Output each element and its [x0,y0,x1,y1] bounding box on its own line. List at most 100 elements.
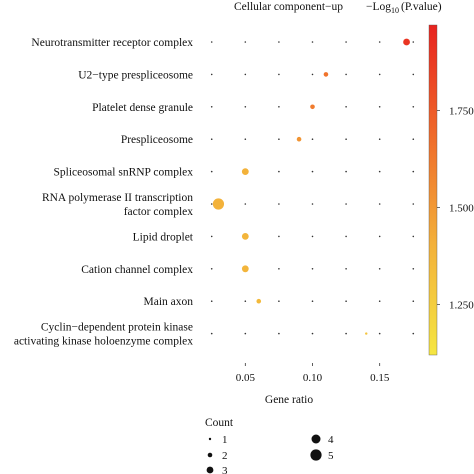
grid-dot [210,268,213,270]
grid-dot [345,203,347,205]
plot-grid [210,41,415,335]
grid-dot [278,268,280,270]
colorbar-title: −Log10 (P.value) [366,1,442,15]
size-legend-label: 5 [328,450,334,462]
grid-dot [412,41,415,43]
y-tick-label: Spliceosomal snRNP complex [54,167,194,179]
grid-dot [345,106,347,108]
colorbar-gradient [428,24,438,356]
grid-dot [210,170,213,173]
colorbar-tick-label: 1.750 [449,105,474,117]
grid-dot [244,106,247,108]
chart-title: Cellular component−up [234,1,343,13]
grid-dot [378,73,381,76]
data-point [403,38,410,46]
data-point [241,265,249,273]
data-point [323,72,329,77]
grid-dot [378,203,381,205]
grid-dot [412,300,415,303]
grid-dot [278,41,280,43]
grid-dot [345,268,347,270]
grid-dot [311,138,314,140]
grid-dot [311,300,314,303]
y-tick-label: Cyclin−dependent protein kinase activatin… [14,322,193,348]
grid-dot [210,41,213,43]
grid-dot [210,138,213,140]
grid-dot [278,170,280,173]
grid-dot [412,268,415,270]
grid-dot [345,138,347,140]
grid-dot [345,332,347,335]
grid-dot [378,138,381,140]
grid-dot [244,203,247,205]
colorbar-title-suffix: (P.value) [401,1,442,13]
grid-dot [210,300,213,303]
grid-dot [244,300,247,303]
grid-dot [311,170,314,173]
data-point [256,298,262,304]
x-tick-label: 0.15 [370,372,390,384]
grid-dot [345,73,347,76]
grid-dot [345,300,347,303]
grid-dot [278,300,280,303]
grid-dot [311,332,314,335]
size-legend-marker [311,434,321,444]
x-axis: 0.05 0.10 0.15 [236,363,390,384]
grid-dot [244,332,247,335]
grid-dot [210,73,213,76]
x-axis-label: Gene ratio [265,394,313,406]
data-points [212,38,410,335]
grid-dot [278,138,280,140]
grid-dot [311,268,314,270]
grid-dot [378,106,381,108]
grid-dot [412,170,415,173]
grid-dot [412,332,415,335]
data-point [241,168,249,176]
y-tick-label: Prespliceosome [121,134,193,146]
y-tick-label: RNA polymerase II transcription factor co… [42,192,193,218]
colorbar-tick-label: 1.250 [449,300,474,312]
grid-dot [278,332,280,335]
grid-dot [311,41,314,43]
colorbar-title-prefix: −Log [366,1,391,13]
size-legend-title: Count [205,417,234,429]
size-legend-marker [206,466,214,474]
y-tick-label: Platelet dense granule [92,102,193,114]
grid-dot [278,235,280,238]
colorbar-tick-label: 1.500 [449,202,474,214]
data-point [212,198,225,210]
grid-dot [278,106,280,108]
grid-dot [244,138,247,140]
grid-dot [412,203,415,205]
grid-dot [345,235,347,238]
grid-dot [244,73,247,76]
size-legend-label: 4 [328,434,334,446]
grid-dot [210,332,213,335]
grid-dot [311,203,314,205]
x-tick-label: 0.10 [303,372,323,384]
size-legend-marker [208,437,212,441]
y-tick-label: Lipid droplet [133,231,194,243]
grid-dot [378,41,381,43]
data-point [296,136,302,142]
grid-dot [210,235,213,238]
y-axis-labels: Neurotransmitter receptor complex U2−type… [14,37,194,348]
grid-dot [278,73,280,76]
y-tick-label: Main axon [143,296,193,308]
grid-dot [210,203,213,205]
grid-dot [378,235,381,238]
grid-dot [412,138,415,140]
grid-dot [311,73,314,76]
size-legend-marker [207,452,213,458]
data-point [365,332,368,335]
grid-dot [412,235,415,238]
grid-dot [210,106,213,108]
y-tick-label: U2−type prespliceosome [78,69,193,81]
svg-text:−Log10(P.value): −Log10 (P.value) [366,1,442,15]
size-legend-label: 1 [222,434,228,446]
grid-dot [378,268,381,270]
grid-dot [378,170,381,173]
grid-dot [244,41,247,43]
grid-dot [311,235,314,238]
